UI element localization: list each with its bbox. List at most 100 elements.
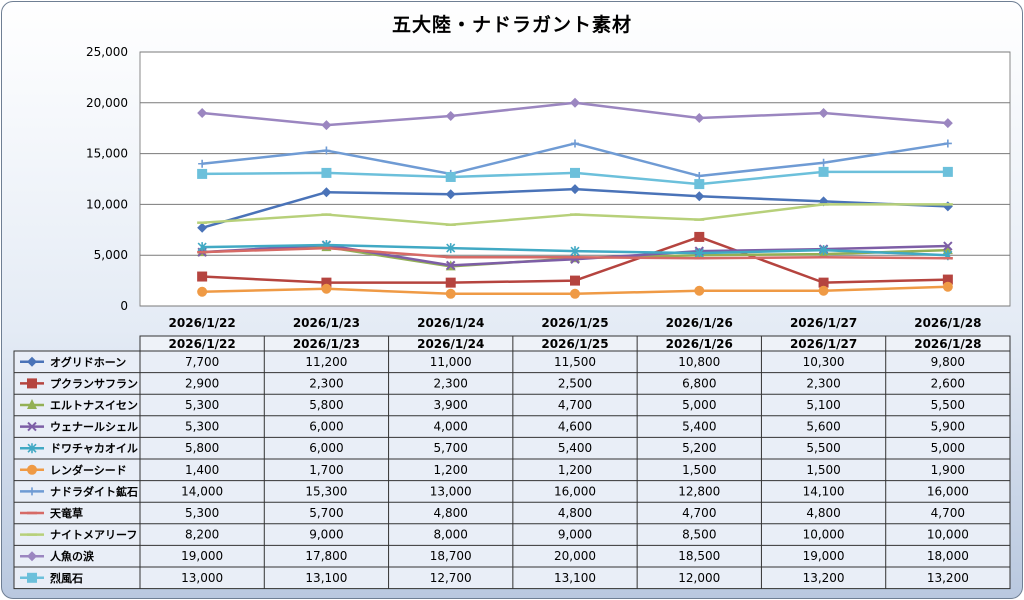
- table-cell: 2,600: [931, 376, 965, 390]
- data-point: [570, 275, 580, 286]
- table-cell: 10,000: [927, 528, 969, 542]
- data-point: [694, 113, 705, 124]
- table-cell: 19,000: [181, 549, 223, 563]
- data-point: [197, 222, 208, 233]
- y-tick-label: 15,000: [86, 147, 128, 161]
- table-cell: 16,000: [554, 484, 596, 498]
- data-point: [27, 356, 37, 367]
- data-point: [694, 285, 705, 296]
- y-tick-label: 10,000: [86, 197, 128, 211]
- table-cell: 5,100: [806, 398, 840, 412]
- data-point: [197, 286, 208, 297]
- table-cell: 1,700: [309, 463, 343, 477]
- data-point: [27, 551, 37, 562]
- table-row-label: エルトナスイセン: [50, 399, 138, 412]
- table-cell: 18,700: [430, 549, 472, 563]
- data-point: [197, 107, 208, 118]
- data-point: [694, 231, 705, 242]
- table-cell: 3,900: [434, 398, 468, 412]
- table-cell: 1,400: [185, 463, 219, 477]
- data-point: [942, 166, 953, 177]
- table-cell: 4,700: [558, 398, 592, 412]
- table-cell: 4,000: [434, 420, 468, 434]
- series-group: [197, 240, 953, 261]
- data-point: [819, 158, 828, 167]
- y-tick-label: 25,000: [86, 45, 128, 59]
- table-row-label: プクランサフラン: [50, 376, 138, 390]
- table-cell: 5,800: [309, 398, 343, 412]
- table-cell: 5,800: [185, 441, 219, 455]
- table-cell: 6,000: [309, 420, 343, 434]
- x-tick-label: 2026/1/28: [914, 316, 981, 330]
- table-cell: 5,500: [806, 441, 840, 455]
- data-point: [818, 166, 829, 177]
- table-cell: 2,300: [434, 376, 468, 390]
- data-point: [942, 281, 953, 292]
- table-cell: 9,000: [309, 528, 343, 542]
- table-cell: 16,000: [927, 484, 969, 498]
- table-cell: 13,200: [927, 571, 969, 585]
- data-point: [818, 285, 829, 296]
- table-cell: 8,000: [434, 528, 468, 542]
- table-row-label: ドワチャカオイル: [50, 442, 138, 455]
- table-cell: 20,000: [554, 549, 596, 563]
- data-point: [570, 167, 580, 178]
- table-cell: 12,800: [678, 484, 720, 498]
- legend-key: [20, 572, 44, 583]
- series-group: [197, 166, 953, 190]
- table-cell: 11,000: [430, 355, 472, 369]
- table-cell: 6,000: [309, 441, 343, 455]
- table-cell: 1,500: [682, 463, 716, 477]
- data-point: [321, 277, 332, 288]
- table-cell: 12,000: [678, 571, 720, 585]
- data-point: [445, 111, 456, 122]
- table-cell: 18,000: [927, 549, 969, 563]
- table-cell: 19,000: [803, 549, 845, 563]
- legend-key: [20, 399, 44, 409]
- data-point: [27, 399, 37, 409]
- data-point: [321, 187, 332, 198]
- x-tick-label: 2026/1/22: [169, 316, 236, 330]
- series-group: [198, 139, 952, 180]
- table-cell: 5,300: [185, 506, 219, 520]
- x-tick-label: 2026/1/26: [666, 316, 733, 330]
- table-cell: 2,300: [309, 376, 343, 390]
- data-point: [445, 277, 456, 288]
- series-group: [197, 203, 953, 226]
- legend-key: [20, 443, 44, 454]
- plot-area: [139, 51, 1011, 307]
- table-cell: 4,800: [558, 506, 592, 520]
- table-body-bg: [13, 350, 1011, 590]
- table-row-label: ナドラダイト鉱石: [50, 484, 138, 498]
- y-tick-label: 5,000: [94, 248, 128, 262]
- table-cell: 9,800: [931, 355, 965, 369]
- table-cell: 5,300: [185, 420, 219, 434]
- table-cell: 5,700: [309, 506, 343, 520]
- table-cell: 10,300: [803, 355, 845, 369]
- table-cell: 8,200: [185, 528, 219, 542]
- table-cell: 14,100: [803, 484, 845, 498]
- table-cell: 14,000: [181, 484, 223, 498]
- table-header-cell: 2026/1/24: [417, 337, 484, 351]
- table-cell: 5,200: [682, 441, 716, 455]
- legend-key: [20, 378, 44, 389]
- legend-key: [20, 464, 44, 475]
- table-header-cell: 2026/1/28: [914, 337, 981, 351]
- data-point: [198, 159, 207, 168]
- data-point: [694, 179, 705, 190]
- table-row-label: レンダーシード: [50, 463, 127, 477]
- data-point: [27, 464, 37, 475]
- table-cell: 5,300: [185, 398, 219, 412]
- table-cell: 18,500: [678, 549, 720, 563]
- series-group: [197, 246, 953, 260]
- data-point: [445, 189, 456, 200]
- table-cell: 1,200: [558, 463, 592, 477]
- table-header-cell: 2026/1/25: [541, 337, 608, 351]
- table-cell: 5,700: [434, 441, 468, 455]
- table-cell: 13,100: [305, 571, 347, 585]
- table-cell: 12,700: [430, 571, 472, 585]
- table-cell: 13,200: [803, 571, 845, 585]
- table-cell: 17,800: [305, 549, 347, 563]
- data-point: [321, 283, 332, 294]
